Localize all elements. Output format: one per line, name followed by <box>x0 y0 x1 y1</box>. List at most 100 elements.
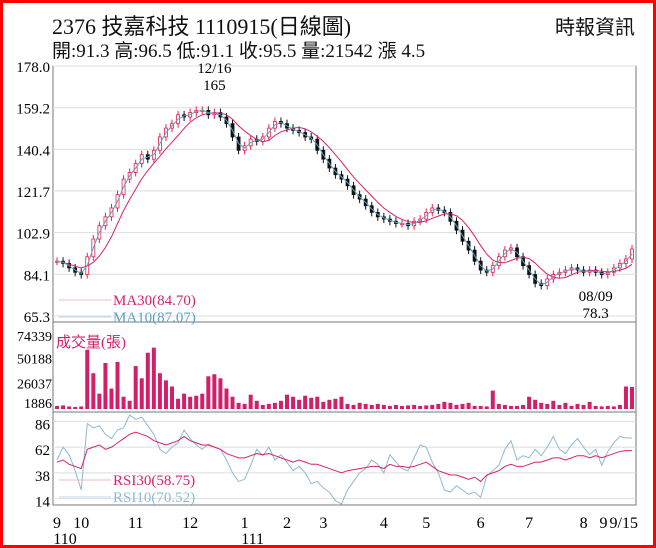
volume-bar <box>242 403 247 409</box>
volume-bar <box>139 378 144 409</box>
volume-bar <box>430 404 435 409</box>
volume-bar <box>575 403 580 409</box>
volume-bar <box>327 399 332 409</box>
x-tick-label: 9 <box>600 515 608 532</box>
volume-bar <box>127 400 132 409</box>
volume-bar <box>79 406 84 409</box>
volume-bar <box>145 352 150 409</box>
volume-bar <box>91 373 96 409</box>
volume-bar <box>309 397 314 409</box>
volume-bar <box>170 386 174 409</box>
volume-bar <box>412 404 417 409</box>
volume-bar <box>369 404 374 409</box>
volume-tick-label: 1886 <box>24 397 52 412</box>
price-tick-label: 159.2 <box>16 102 50 118</box>
volume-bar <box>478 405 483 409</box>
source-label: 時報資訊 <box>555 17 635 39</box>
volume-bar <box>157 373 162 409</box>
volume-bar <box>460 403 465 409</box>
year-label: 110 <box>53 531 76 545</box>
volume-bar <box>151 347 156 409</box>
ma10-legend: MA10(87.07) <box>113 310 196 326</box>
volume-bar <box>545 403 550 409</box>
volume-bar <box>381 404 386 409</box>
volume-bar <box>200 393 205 409</box>
ma30-legend: MA30(84.70) <box>113 293 196 309</box>
volume-bar <box>115 361 120 409</box>
annotation-value: 78.3 <box>583 306 609 322</box>
volume-bar <box>218 378 223 409</box>
volume-bar <box>490 390 495 409</box>
volume-bar <box>345 403 350 409</box>
volume-bar <box>539 402 544 409</box>
volume-bar <box>496 403 501 409</box>
rsi10-legend: RSI10(70.52) <box>113 490 195 506</box>
volume-bar <box>527 396 532 409</box>
volume-bar <box>248 394 253 409</box>
rsi30-line <box>56 431 632 483</box>
volume-bar <box>188 396 193 409</box>
volume-bar <box>551 400 556 409</box>
volume-bar <box>333 398 338 409</box>
volume-bar <box>623 386 628 409</box>
volume-bar <box>61 405 66 409</box>
x-tick-label: 3 <box>319 515 327 532</box>
volume-bar <box>436 403 441 409</box>
volume-bar <box>508 405 513 409</box>
volume-bar <box>109 388 114 409</box>
volume-bar <box>424 405 429 409</box>
volume-bar <box>297 399 302 409</box>
volume-bar <box>454 404 459 409</box>
x-tick-label: 10 <box>73 515 89 532</box>
volume-bar <box>67 406 72 409</box>
volume-bar <box>285 394 289 409</box>
volume-bar <box>442 401 447 409</box>
volume-tick-label: 50188 <box>17 353 52 368</box>
volume-bar <box>236 402 241 409</box>
volume-bar <box>133 366 138 409</box>
chart-svg: 178.0159.2140.4121.7102.984.165.37433950… <box>16 60 638 545</box>
volume-tick-label: 74339 <box>17 330 52 345</box>
year-label: 111 <box>241 531 264 545</box>
volume-bar <box>363 403 368 409</box>
rsi30-legend: RSI30(58.75) <box>113 473 195 489</box>
x-last-label: 9/15 <box>610 515 638 532</box>
price-tick-label: 140.4 <box>16 143 50 159</box>
annotation-date: 12/16 <box>197 61 232 77</box>
annotation-date: 08/09 <box>579 289 613 305</box>
x-tick-label: 8 <box>580 515 588 532</box>
volume-bar <box>581 404 586 409</box>
rsi-tick-label: 86 <box>35 417 51 433</box>
x-tick-label: 12 <box>182 515 198 532</box>
price-stats: 開:91.3 高:96.5 低:91.1 收:95.5 量:21542 漲 4.… <box>52 41 426 62</box>
x-tick-label: 9 <box>53 515 61 532</box>
volume-bar <box>587 401 592 409</box>
volume-bar <box>515 405 519 409</box>
price-tick-label: 178.0 <box>16 60 50 76</box>
chart-title: 2376 技嘉科技 1110915(日線圖) <box>52 14 352 39</box>
volume-bar <box>557 404 562 409</box>
volume-bar <box>230 396 235 409</box>
volume-bar <box>85 349 90 409</box>
ma10-line <box>56 109 633 286</box>
volume-bar <box>502 404 507 409</box>
volume-bar <box>163 380 168 409</box>
volume-bar <box>448 402 453 409</box>
rsi-tick-label: 38 <box>35 469 50 485</box>
volume-bar <box>418 405 423 409</box>
rsi10-line <box>56 414 632 505</box>
volume-bar <box>617 404 622 409</box>
volume-bar <box>194 395 199 409</box>
volume-bar <box>533 399 538 409</box>
rsi-tick-label: 14 <box>35 495 51 511</box>
volume-bar <box>182 393 187 409</box>
volume-bar <box>393 404 398 409</box>
volume-bar <box>291 396 296 409</box>
volume-bar <box>605 405 610 409</box>
volume-bar <box>406 405 411 409</box>
volume-bar <box>254 400 259 409</box>
volume-bar <box>224 388 229 409</box>
volume-bar <box>97 393 102 409</box>
price-tick-label: 84.1 <box>24 268 50 284</box>
